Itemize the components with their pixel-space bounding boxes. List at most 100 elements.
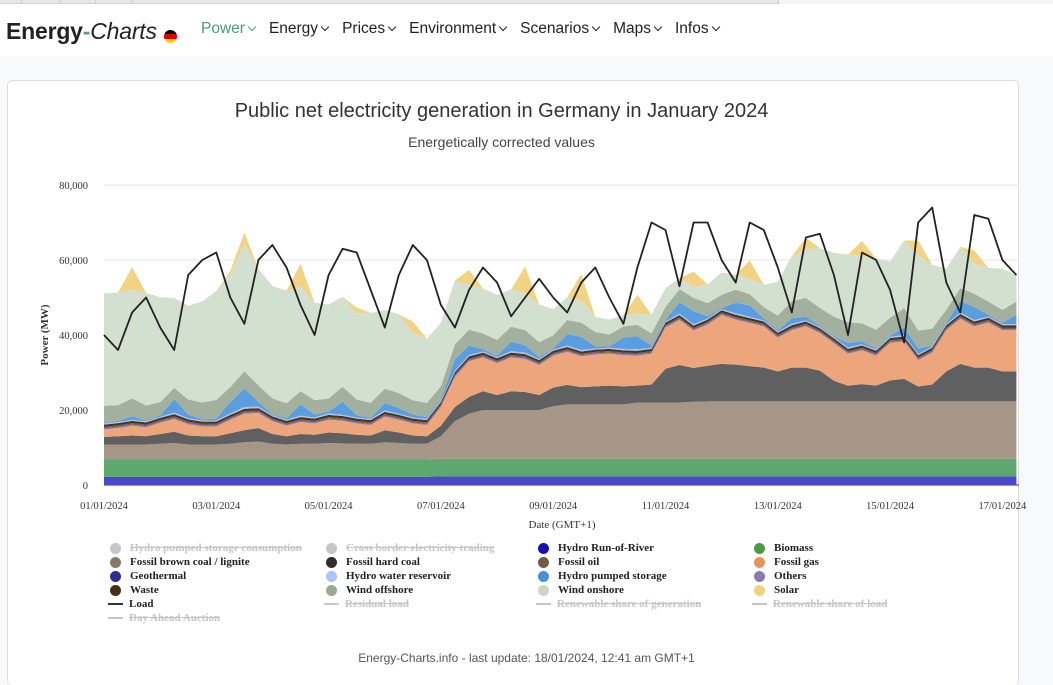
legend-item[interactable]: Load <box>108 598 154 610</box>
legend-label: Fossil gas <box>774 556 819 568</box>
legend-item[interactable]: Geothermal <box>110 570 186 582</box>
legend-item[interactable]: Fossil oil <box>538 556 599 568</box>
footer-last-update: Energy-Charts.info - last update: 18/01/… <box>358 651 695 665</box>
legend-item[interactable]: Solar <box>754 584 799 596</box>
menu-scenarios[interactable]: Scenarios <box>520 20 601 38</box>
flag-stripe-gold <box>164 38 177 43</box>
area-fossil-brown-coal-lignite[interactable] <box>104 401 1017 460</box>
area-hydro-run-of-river[interactable] <box>104 476 1017 485</box>
legend-item[interactable]: Fossil gas <box>754 556 819 568</box>
browser-tab-strip <box>0 0 1053 4</box>
menu-energy[interactable]: Energy <box>269 20 330 38</box>
legend-label: Cross border electricity trading <box>346 542 495 554</box>
legend-label: Hydro water reservoir <box>346 570 452 582</box>
y-axis-ticks: 0 20,000 40,000 60,000 80,000 <box>59 181 88 492</box>
legend-item[interactable]: Hydro pumped storage <box>538 570 667 582</box>
legend-label: Others <box>774 570 807 582</box>
x-tick-label: 11/01/2024 <box>642 501 690 512</box>
legend-dot-icon <box>754 542 765 554</box>
flag-stripe-black <box>164 30 177 35</box>
stacked-areas <box>104 232 1017 485</box>
legend-item[interactable]: Fossil hard coal <box>326 556 420 568</box>
y-tick-label: 0 <box>83 481 88 492</box>
legend-line-icon <box>108 603 123 605</box>
legend-item[interactable]: Others <box>754 570 806 582</box>
legend-dot-icon <box>110 556 121 568</box>
legend-label: Fossil oil <box>558 556 600 568</box>
legend-dot-icon <box>326 570 337 582</box>
legend-line-icon <box>324 603 339 605</box>
legend-dot-icon <box>326 542 337 554</box>
area-wind-offshore[interactable] <box>104 288 1017 423</box>
legend-label: Geothermal <box>130 570 187 582</box>
chart-plot[interactable]: 0 20,000 40,000 60,000 80,000 01/01/2024 03/0… <box>0 0 1053 540</box>
legend-label: Hydro Run-of-River <box>558 542 655 554</box>
legend-label: Wind offshore <box>346 584 414 596</box>
legend-line-icon <box>752 603 767 605</box>
legend-dot-icon <box>538 556 549 568</box>
y-tick-label: 20,000 <box>59 406 88 417</box>
legend-line-icon <box>536 603 551 605</box>
legend-label: Fossil hard coal <box>346 556 420 568</box>
x-tick-label: 15/01/2024 <box>866 501 915 512</box>
area-wind-onshore[interactable] <box>104 240 1017 406</box>
menu-label: Maps <box>613 20 651 37</box>
area-fossil-gas[interactable] <box>104 315 1017 437</box>
y-axis-label: Power (MW) <box>39 304 51 366</box>
legend-item[interactable]: Hydro water reservoir <box>326 570 451 582</box>
line-load[interactable] <box>103 206 1018 351</box>
tab-segment <box>22 0 60 4</box>
legend-label: Waste <box>130 584 159 596</box>
legend-label: Load <box>129 598 154 610</box>
x-tick-label: 07/01/2024 <box>417 501 466 512</box>
y-tick-label: 40,000 <box>59 331 88 342</box>
legend-dot-icon <box>754 556 765 568</box>
x-axis-label: Date (GMT+1) <box>529 519 596 531</box>
chart-title: Public net electricity generation in Ger… <box>234 100 769 122</box>
area-biomass[interactable] <box>104 458 1017 477</box>
legend-label: Fossil brown coal / lignite <box>130 556 250 568</box>
legend-item[interactable]: Wind onshore <box>538 584 624 596</box>
flag-stripe-red <box>164 34 177 39</box>
legend-item[interactable]: Waste <box>110 584 159 596</box>
menu-label: Environment <box>409 20 497 37</box>
logo-bold: Energy <box>6 18 83 44</box>
menu-label: Infos <box>675 20 709 37</box>
legend-dot-icon <box>110 542 121 554</box>
menu-prices[interactable]: Prices <box>342 20 397 38</box>
tab-strip-right <box>778 0 1053 4</box>
legend-item[interactable]: Renewable share of generation <box>536 598 702 610</box>
x-tick-label: 17/01/2024 <box>978 501 1027 512</box>
legend-item[interactable]: Hydro Run-of-River <box>538 542 654 554</box>
load-line <box>103 206 1018 351</box>
x-tick-label: 01/01/2024 <box>80 501 129 512</box>
legend-dot-icon <box>754 584 765 596</box>
legend-item[interactable]: Biomass <box>754 542 813 554</box>
y-tick-label: 80,000 <box>59 181 88 192</box>
menu-maps[interactable]: Maps <box>613 20 663 38</box>
area-fossil-hard-coal[interactable] <box>104 363 1017 445</box>
legend-item[interactable]: Wind offshore <box>326 584 413 596</box>
legend-dot-icon <box>538 584 549 596</box>
legend-label: Renewable share of generation <box>557 598 702 610</box>
menu-label: Prices <box>342 20 386 37</box>
menu-power[interactable]: Power <box>201 20 257 38</box>
menu-infos[interactable]: Infos <box>675 20 720 38</box>
legend-dot-icon <box>754 570 765 582</box>
legend-item[interactable]: Cross border electricity trading <box>326 542 494 554</box>
y-tick-label: 60,000 <box>59 256 88 267</box>
legend-item[interactable]: Residual load <box>324 598 409 610</box>
legend-dot-icon <box>110 570 121 582</box>
main-menu: Power Energy Prices Environment Scenario… <box>201 20 733 38</box>
legend-item[interactable]: Day Ahead Auction <box>108 612 220 624</box>
tab-segment <box>96 0 132 4</box>
legend-item[interactable]: Renewable share of load <box>752 598 887 610</box>
tab-segment <box>60 0 96 4</box>
legend-item[interactable]: Fossil brown coal / lignite <box>110 556 250 568</box>
legend-item[interactable]: Hydro pumped storage consumption <box>110 542 302 554</box>
legend-label: Solar <box>774 584 800 596</box>
legend-dot-icon <box>326 556 337 568</box>
logo[interactable]: Energy-Charts <box>6 18 157 45</box>
menu-environment[interactable]: Environment <box>409 20 508 38</box>
navbar: Energy-Charts Power Energy Prices Enviro… <box>0 4 1053 56</box>
